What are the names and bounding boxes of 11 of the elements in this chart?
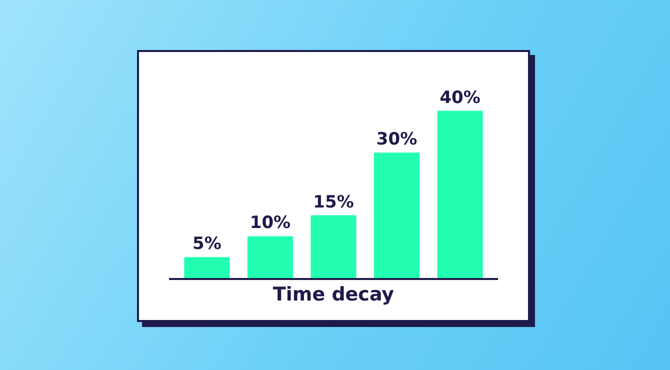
data-label: 5% xyxy=(192,234,222,254)
bar xyxy=(184,257,230,278)
bar xyxy=(310,215,356,278)
bar xyxy=(374,152,420,278)
bar xyxy=(247,236,294,278)
x-axis-title: Time decay xyxy=(272,283,395,306)
data-label: 30% xyxy=(376,130,418,150)
data-label: 40% xyxy=(440,88,480,108)
bar xyxy=(437,110,483,278)
data-label: 10% xyxy=(250,213,291,234)
data-label: 15% xyxy=(313,192,354,212)
